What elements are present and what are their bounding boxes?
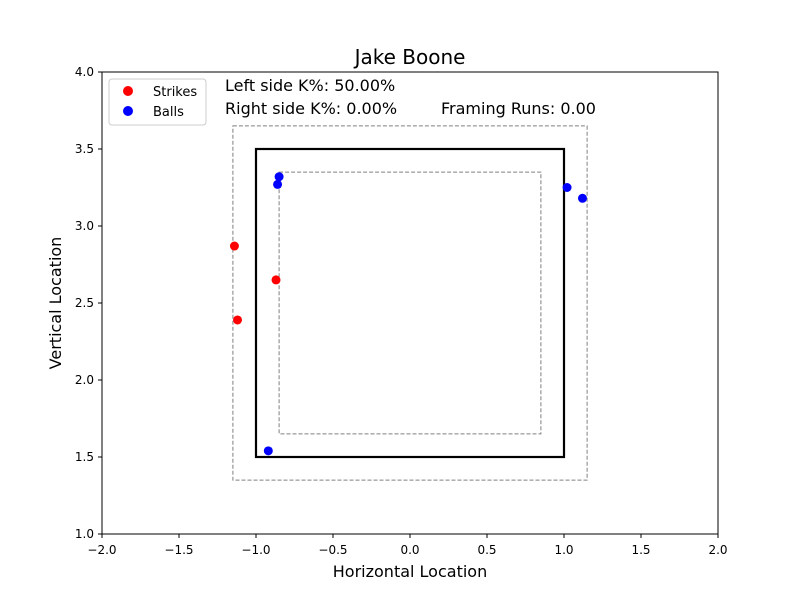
outer-zone-rect	[232, 125, 588, 481]
point-balls	[562, 183, 572, 192]
y-tick-label: 2.5	[75, 296, 94, 310]
x-tick-label: 2.0	[708, 543, 727, 557]
point-balls	[273, 179, 283, 189]
legend-marker-balls	[123, 106, 133, 116]
y-tick-label: 1.5	[75, 450, 94, 464]
x-tick-label: −0.5	[318, 543, 347, 557]
x-tick-label: −1.5	[164, 543, 193, 557]
legend-box	[108, 78, 207, 126]
y-tick-label: 2.0	[75, 373, 94, 387]
chart-title: Jake Boone	[353, 45, 466, 69]
right-k-annotation: Right side K%: 0.00%	[225, 99, 397, 118]
y-tick-label: 1.0	[75, 527, 94, 541]
plot-frame	[101, 71, 719, 535]
point-balls	[577, 193, 587, 203]
point-balls	[274, 172, 284, 182]
point-balls	[263, 446, 273, 456]
x-tick-label: −1.0	[241, 543, 270, 557]
x-tick-label: 1.0	[554, 543, 573, 557]
x-axis-ticks: −2.0 −1.5 −1.0 −0.5 0.0 0.5 1.0 1.5 2.0	[87, 534, 728, 557]
plot-area	[101, 71, 719, 535]
point-strikes	[229, 241, 239, 251]
y-tick-label: 4.0	[75, 65, 94, 79]
y-axis-ticks: 1.0 1.5 2.0 2.5 3.0 3.5 4.0	[75, 65, 102, 541]
y-axis-label: Vertical Location	[46, 237, 65, 370]
x-tick-label: −2.0	[87, 543, 116, 557]
left-k-annotation: Left side K%: 50.00%	[225, 76, 395, 95]
inner-zone-rect	[278, 171, 542, 435]
point-strikes	[233, 315, 243, 325]
legend-label-balls: Balls	[153, 105, 184, 120]
legend-label-strikes: Strikes	[153, 85, 197, 100]
y-tick-label: 3.0	[75, 219, 94, 233]
point-strikes	[271, 275, 281, 285]
points-layer	[229, 172, 587, 456]
y-tick-label: 3.5	[75, 142, 94, 156]
strike-zone-rect	[254, 147, 566, 459]
x-axis-label: Horizontal Location	[333, 562, 487, 581]
framing-runs-annotation: Framing Runs: 0.00	[441, 99, 596, 118]
legend-marker-strikes	[123, 86, 133, 96]
x-tick-label: 0.5	[477, 543, 496, 557]
x-tick-label: 1.5	[631, 543, 650, 557]
x-tick-label: 0.0	[400, 543, 419, 557]
zone-layer	[232, 125, 588, 481]
legend: Strikes Balls	[108, 78, 207, 126]
